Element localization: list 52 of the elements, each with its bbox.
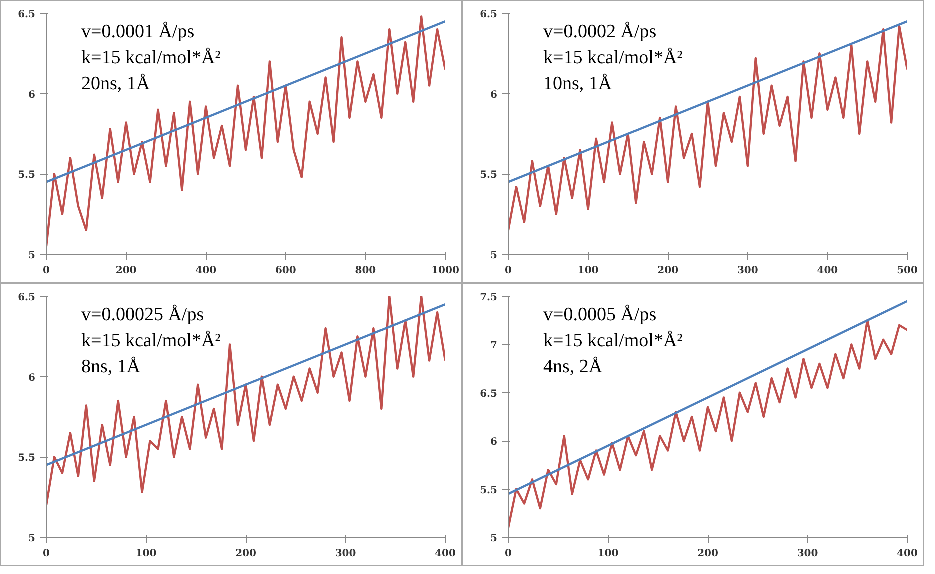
x-tick-label: 400	[897, 548, 918, 560]
y-tick-label: 6.5	[18, 292, 36, 304]
annotation: 20ns, 1Å	[82, 74, 150, 94]
x-tick-label: 400	[435, 548, 456, 560]
y-tick-label: 7.5	[480, 292, 498, 304]
x-tick-label: 300	[737, 266, 758, 276]
x-tick-label: 100	[578, 266, 599, 276]
annotation: k=15 kcal/mol*Å²	[82, 48, 222, 68]
y-tick-label: 7	[490, 340, 498, 352]
y-tick-label: 5.5	[18, 453, 36, 464]
annotation: v=0.0002 Å/ps	[544, 22, 657, 42]
x-tick-label: 100	[598, 548, 619, 560]
x-tick-label: 500	[897, 266, 918, 276]
x-tick-label: 200	[236, 548, 256, 560]
x-tick-label: 400	[817, 266, 838, 276]
annotation: k=15 kcal/mol*Å²	[544, 48, 684, 68]
y-tick-label: 6	[490, 437, 498, 448]
y-tick-label: 6.5	[18, 10, 36, 20]
x-tick-label: 800	[355, 266, 376, 276]
y-tick-label: 5.5	[480, 485, 498, 496]
y-tick-label: 5.5	[18, 170, 36, 182]
x-tick-label: 0	[505, 266, 512, 276]
y-tick-label: 5	[490, 250, 498, 262]
y-tick-label: 5	[490, 534, 498, 544]
annotation: 8ns, 1Å	[82, 356, 141, 378]
y-tick-label: 6.5	[480, 388, 498, 400]
x-tick-label: 200	[658, 266, 679, 276]
annotation: v=0.00025 Å/ps	[82, 304, 204, 326]
y-tick-label: 5.5	[480, 170, 498, 182]
annotation: k=15 kcal/mol*Å²	[544, 330, 684, 352]
annotation: 10ns, 1Å	[544, 74, 612, 94]
x-tick-label: 0	[505, 548, 512, 560]
x-tick-label: 100	[136, 548, 157, 560]
annotation: k=15 kcal/mol*Å²	[82, 330, 222, 352]
y-tick-label: 6.5	[480, 10, 498, 20]
x-tick-label: 200	[116, 266, 137, 276]
y-tick-label: 5	[28, 534, 36, 544]
x-tick-label: 300	[797, 548, 818, 560]
x-tick-label: 200	[698, 548, 718, 560]
x-tick-label: 600	[275, 266, 296, 276]
x-tick-label: 0	[43, 266, 50, 276]
x-tick-label: 0	[43, 548, 50, 560]
x-tick-label: 400	[196, 266, 217, 276]
y-tick-label: 6	[28, 90, 36, 101]
annotation: 4ns, 2Å	[544, 356, 603, 378]
x-tick-label: 300	[335, 548, 356, 560]
annotation: v=0.0005 Å/ps	[544, 304, 657, 326]
y-tick-label: 6	[490, 90, 498, 101]
annotation: v=0.0001 Å/ps	[82, 22, 195, 42]
y-tick-label: 5	[28, 250, 36, 262]
x-tick-label: 1000	[432, 266, 460, 276]
y-tick-label: 6	[28, 372, 36, 384]
